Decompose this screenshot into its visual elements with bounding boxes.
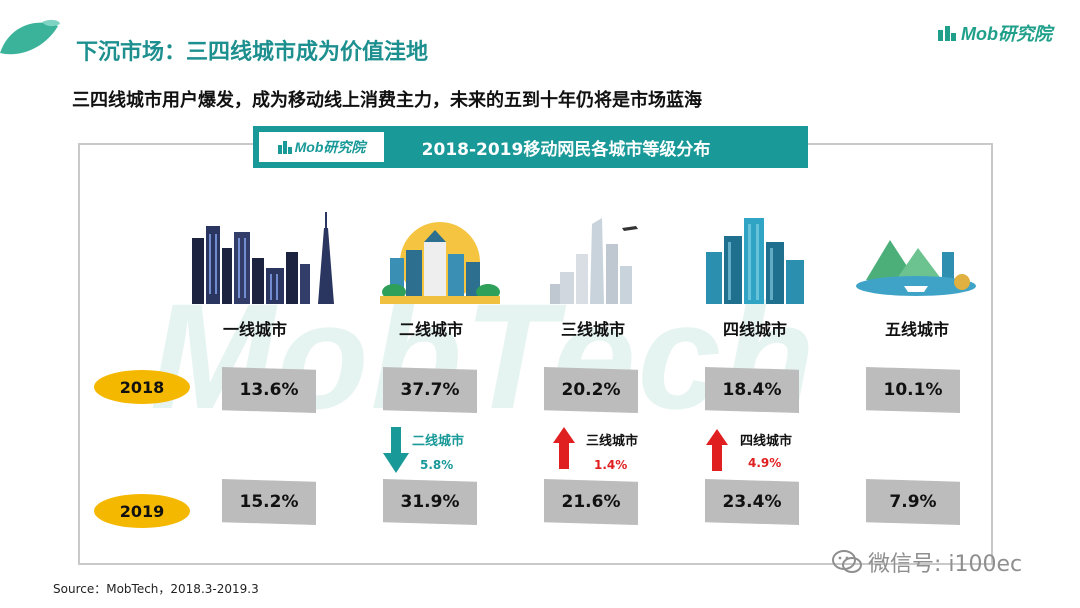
page-subtitle: 三四线城市用户爆发，成为移动线上消费主力，未来的五到十年仍将是市场蓝海	[72, 90, 702, 111]
value-2019-tier3: 21.6%	[544, 479, 638, 525]
wechat-watermark: 微信号: i100ec	[832, 546, 1022, 578]
value-2018-tier1: 13.6%	[222, 367, 316, 413]
content-frame	[78, 143, 993, 565]
year-label-2019: 2019	[94, 494, 190, 528]
value-2019-tier4: 23.4%	[705, 479, 799, 525]
page-title: 下沉市场：三四线城市成为价值洼地	[76, 40, 429, 65]
panel-brand: Mob研究院	[259, 132, 384, 162]
value-2018-tier2: 37.7%	[383, 367, 477, 413]
arrow-up-icon	[706, 429, 728, 471]
value-2018-tier3: 20.2%	[544, 367, 638, 413]
tier3-city-illustration-image	[550, 218, 638, 304]
tier2-city-illustration-image	[380, 222, 500, 304]
tier5-city-illustration-image	[856, 240, 976, 296]
wechat-id: 微信号: i100ec	[868, 552, 1023, 577]
city-name-tier4: 四线城市	[722, 320, 787, 339]
change-value-tier4: 4.9%	[748, 456, 782, 470]
city-name-tier5: 五线城市	[884, 320, 949, 339]
value-2018-tier4: 18.4%	[705, 367, 799, 413]
value-2019-tier5: 7.9%	[866, 479, 960, 525]
value-2019-tier2: 31.9%	[383, 479, 477, 525]
mob-brand-logo: Mob研究院	[937, 20, 1052, 46]
value-2018-tier5: 10.1%	[866, 367, 960, 413]
tier4-city-illustration-image	[706, 218, 804, 304]
city-name-tier2: 二线城市	[398, 320, 463, 339]
mob-logo-icon	[277, 141, 292, 154]
source-note: Source：MobTech，2018.3-2019.3	[53, 582, 259, 596]
panel-title: 2018-2019移动网民各城市等级分布	[421, 139, 711, 160]
city-name-tier3: 三线城市	[560, 320, 625, 339]
value-2019-tier1: 15.2%	[222, 479, 316, 525]
change-name-tier2: 二线城市	[412, 434, 465, 449]
arrow-down-icon	[383, 427, 409, 473]
panel-brand-text: Mob研究院	[294, 139, 366, 155]
mob-logo-icon	[938, 26, 957, 41]
wechat-icon	[832, 550, 862, 573]
year-label-2018: 2018	[94, 370, 190, 404]
change-name-tier4: 四线城市	[740, 434, 793, 449]
tier1-city-skyline-image	[188, 208, 343, 304]
leaf-decoration-icon	[0, 19, 60, 55]
panel-banner: Mob研究院 2018-2019移动网民各城市等级分布	[253, 126, 808, 168]
change-value-tier2: 5.8%	[420, 458, 454, 472]
change-name-tier3: 三线城市	[586, 434, 639, 449]
change-value-tier3: 1.4%	[594, 458, 628, 472]
arrow-up-icon	[553, 427, 575, 469]
brand-text: Mob研究院	[961, 24, 1052, 44]
city-name-tier1: 一线城市	[222, 320, 287, 339]
